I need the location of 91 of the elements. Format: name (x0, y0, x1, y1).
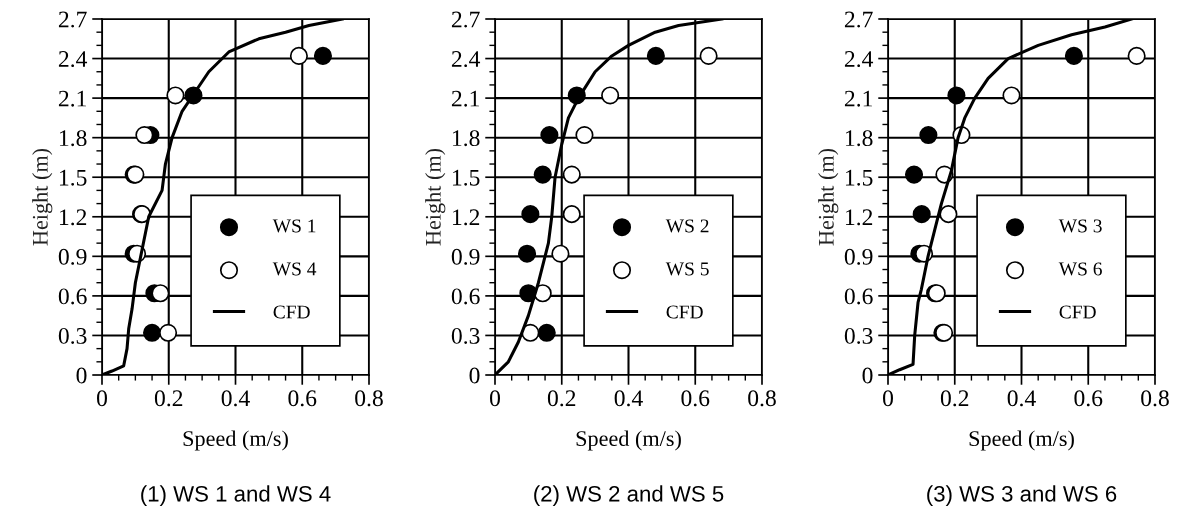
point (540, 125, 559, 145)
x-axis-title: Speed (m/s) (969, 430, 1074, 451)
point (646, 46, 665, 65)
y-tick-label: 2.4 (451, 51, 481, 68)
y-tick-label: 1.2 (59, 209, 87, 226)
x-tick-label: 0.6 (288, 390, 317, 407)
point (517, 244, 537, 263)
y-tick-label: 2.4 (844, 51, 874, 68)
point (313, 46, 332, 65)
y-tick-label: 0 (76, 367, 87, 384)
y-tick-label: 0.6 (58, 288, 87, 305)
point (533, 165, 552, 184)
y-tick-label: 0.3 (451, 327, 480, 344)
text: (3) WS 3 and WS 6 (927, 485, 1117, 507)
point (562, 205, 581, 224)
legend-label: WS 1 (272, 219, 316, 233)
point (919, 125, 938, 145)
x-tick-label: 0.8 (355, 390, 383, 407)
y-tick-label: 2.7 (451, 11, 480, 28)
x-tick-label: 0.4 (221, 390, 250, 407)
point (575, 125, 594, 145)
x-tick-label: 0 (490, 390, 500, 407)
point (143, 323, 162, 342)
point (166, 86, 185, 105)
y-tick-label: 1.8 (452, 130, 480, 147)
x-tick-label: 0.4 (1007, 390, 1036, 407)
y-tick-label: 2.1 (844, 90, 872, 107)
y-tick-label: 0.3 (58, 327, 87, 344)
point (562, 165, 581, 184)
point (699, 46, 718, 65)
point (289, 46, 308, 65)
legend-label: WS 2 (665, 219, 709, 233)
text: (2) WS 2 and WS 5 (534, 485, 724, 507)
legend-label: WS 3 (1058, 219, 1102, 233)
y-tick-label: 0.9 (58, 248, 87, 265)
point (1064, 46, 1083, 65)
y-tick-label: 0 (862, 367, 873, 384)
x-tick-label: 0.6 (681, 390, 710, 407)
point (939, 205, 958, 224)
y-tick-label: 1.2 (452, 209, 480, 226)
y-axis-title: Height (m) (32, 148, 53, 246)
x-axis-title: Speed (m/s) (183, 430, 288, 451)
point (601, 86, 620, 105)
x-tick-label: 0 (97, 390, 107, 407)
point (1127, 46, 1146, 65)
point (904, 165, 924, 184)
x-tick-label: 0.6 (1074, 390, 1103, 407)
text: (1) WS 1 and WS 4 (141, 485, 331, 507)
y-tick-label: 1.2 (845, 209, 873, 226)
x-tick-label: 0.2 (940, 390, 969, 407)
y-tick-label: 1.8 (845, 130, 873, 147)
x-tick-label: 0.2 (547, 390, 576, 407)
legend-label: WS 5 (665, 262, 709, 276)
y-tick-label: 0.9 (844, 248, 873, 265)
x-tick-label: 0.2 (154, 390, 183, 407)
x-tick-label: 0.4 (614, 390, 643, 407)
legend-label: WS 4 (272, 262, 317, 276)
point (521, 205, 540, 224)
y-tick-label: 2.1 (451, 90, 479, 107)
point (1002, 86, 1021, 105)
legend-label: CFD (1059, 305, 1096, 319)
y-tick-label: 0.6 (844, 288, 873, 305)
point (947, 86, 966, 105)
legend-label: CFD (273, 305, 310, 319)
point (912, 205, 931, 224)
point (521, 323, 540, 342)
y-tick-label: 2.7 (844, 11, 873, 28)
y-tick-label: 1.5 (845, 169, 873, 186)
y-tick-label: 2.1 (58, 90, 86, 107)
point (151, 284, 170, 303)
legend-label: CFD (666, 305, 703, 319)
y-tick-label: 2.4 (58, 51, 88, 68)
point (551, 244, 570, 263)
point (159, 323, 178, 342)
y-tick-label: 1.8 (59, 130, 87, 147)
point (537, 323, 556, 342)
y-axis-title: Height (m) (425, 148, 446, 246)
x-tick-label: 0.8 (1141, 390, 1169, 407)
y-tick-label: 0.3 (844, 327, 873, 344)
y-tick-label: 1.5 (59, 169, 87, 186)
y-tick-label: 0 (469, 367, 480, 384)
y-tick-label: 2.7 (58, 11, 87, 28)
point (135, 125, 154, 145)
y-tick-label: 1.5 (452, 169, 480, 186)
y-axis-title: Height (m) (818, 148, 839, 246)
x-axis-title: Speed (m/s) (576, 430, 681, 451)
y-tick-label: 0.6 (451, 288, 480, 305)
legend-label: WS 6 (1058, 262, 1102, 276)
x-tick-label: 0.8 (748, 390, 776, 407)
y-tick-label: 0.9 (451, 248, 480, 265)
x-tick-label: 0 (883, 390, 893, 407)
